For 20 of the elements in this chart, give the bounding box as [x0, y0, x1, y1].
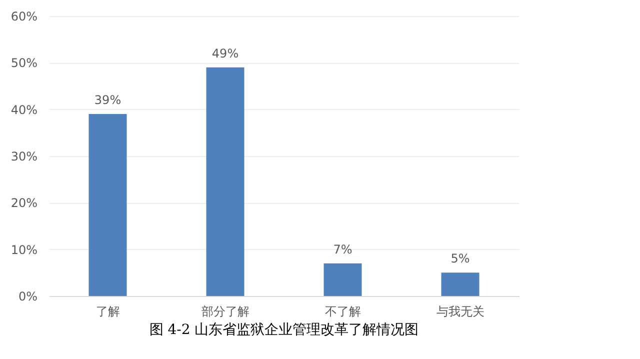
y-tick-label: 50% — [10, 56, 38, 70]
x-tick-label: 与我无关 — [436, 304, 484, 318]
y-tick-label: 20% — [10, 196, 38, 210]
y-tick-label: 10% — [10, 242, 38, 257]
data-label: 49% — [212, 46, 239, 60]
data-label: 5% — [450, 252, 470, 266]
y-tick-label: 40% — [10, 102, 38, 117]
x-tick-label: 了解 — [96, 304, 120, 318]
text: 图 4-2 山东省监狱企业管理改革了解情况图 — [149, 322, 419, 338]
x-tick-label: 不了解 — [324, 304, 361, 318]
y-tick-label: 30% — [10, 150, 38, 164]
bar — [324, 263, 362, 296]
x-tick-label: 部分了解 — [201, 304, 250, 318]
data-label: 7% — [333, 242, 352, 256]
data-label: 39% — [94, 93, 122, 107]
y-tick-label: 0% — [18, 290, 38, 304]
bar — [441, 272, 480, 296]
bar — [206, 67, 244, 296]
y-tick-label: 60% — [10, 10, 38, 24]
bar — [88, 114, 127, 296]
